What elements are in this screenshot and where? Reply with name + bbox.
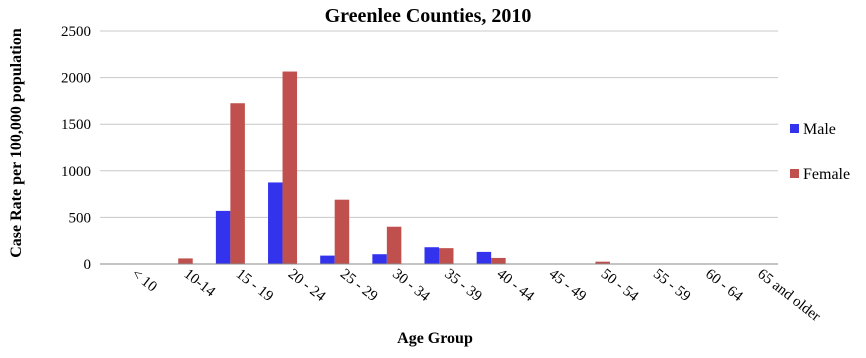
- bar-female-5: [386, 226, 402, 264]
- x-tick-label: 50 - 54: [598, 266, 642, 305]
- x-tick-label: 35 - 39: [441, 266, 484, 305]
- x-tick-label: 45 - 49: [546, 266, 589, 305]
- y-tick-label: 2500: [61, 24, 91, 40]
- bar-female-3: [282, 71, 298, 265]
- bar-male-4: [320, 255, 335, 264]
- x-tick-label: 20 - 24: [285, 266, 329, 305]
- gridlines: [100, 30, 778, 218]
- y-tick-label: 500: [69, 210, 92, 226]
- legend: Male Female: [790, 121, 850, 183]
- x-tick-label: 10-14: [181, 266, 219, 300]
- bar-female-7: [491, 257, 506, 264]
- x-tick-label: < 10: [128, 266, 159, 295]
- x-tick-label: 30 - 34: [389, 266, 433, 305]
- x-tick-label: 25 - 29: [337, 266, 380, 305]
- x-tick-label: 60 - 64: [702, 266, 746, 305]
- y-tick-label: 0: [84, 257, 92, 273]
- bar-female-1: [178, 258, 193, 264]
- y-tick-label: 1000: [61, 164, 91, 180]
- legend-swatch-female: [790, 169, 799, 178]
- bar-male-2: [215, 210, 231, 264]
- bar-male-7: [476, 251, 492, 264]
- legend-swatch-male: [790, 124, 799, 133]
- x-axis-label: Age Group: [397, 330, 473, 347]
- x-tick-label: 40 - 44: [494, 266, 538, 305]
- y-tick-label: 1500: [61, 117, 91, 133]
- legend-label-male: Male: [803, 121, 836, 138]
- y-axis-label: Case Rate per 100,000 population: [8, 28, 25, 258]
- legend-label-female: Female: [803, 166, 850, 183]
- x-tick-label: 65 and older: [754, 266, 823, 325]
- y-tick-label: 2000: [61, 71, 91, 87]
- bar-female-6: [439, 248, 454, 264]
- bar-female-9: [595, 261, 610, 264]
- bars: [178, 71, 610, 265]
- bar-female-4: [334, 199, 350, 264]
- bar-female-2: [230, 103, 245, 264]
- bar-male-6: [424, 247, 439, 264]
- chart-title: Greenlee Counties, 2010: [325, 5, 532, 27]
- bar-male-3: [268, 182, 283, 264]
- x-axis-ticks: < 10 10-14 15 - 19 20 - 24 25 - 29 30 - 34 35 …: [128, 266, 823, 325]
- bar-male-5: [372, 254, 387, 264]
- x-tick-label: 15 - 19: [233, 266, 276, 305]
- y-axis-ticks: 0 500 1000 1500 2000 2500: [61, 24, 91, 273]
- x-tick-label: 55 - 59: [650, 266, 693, 305]
